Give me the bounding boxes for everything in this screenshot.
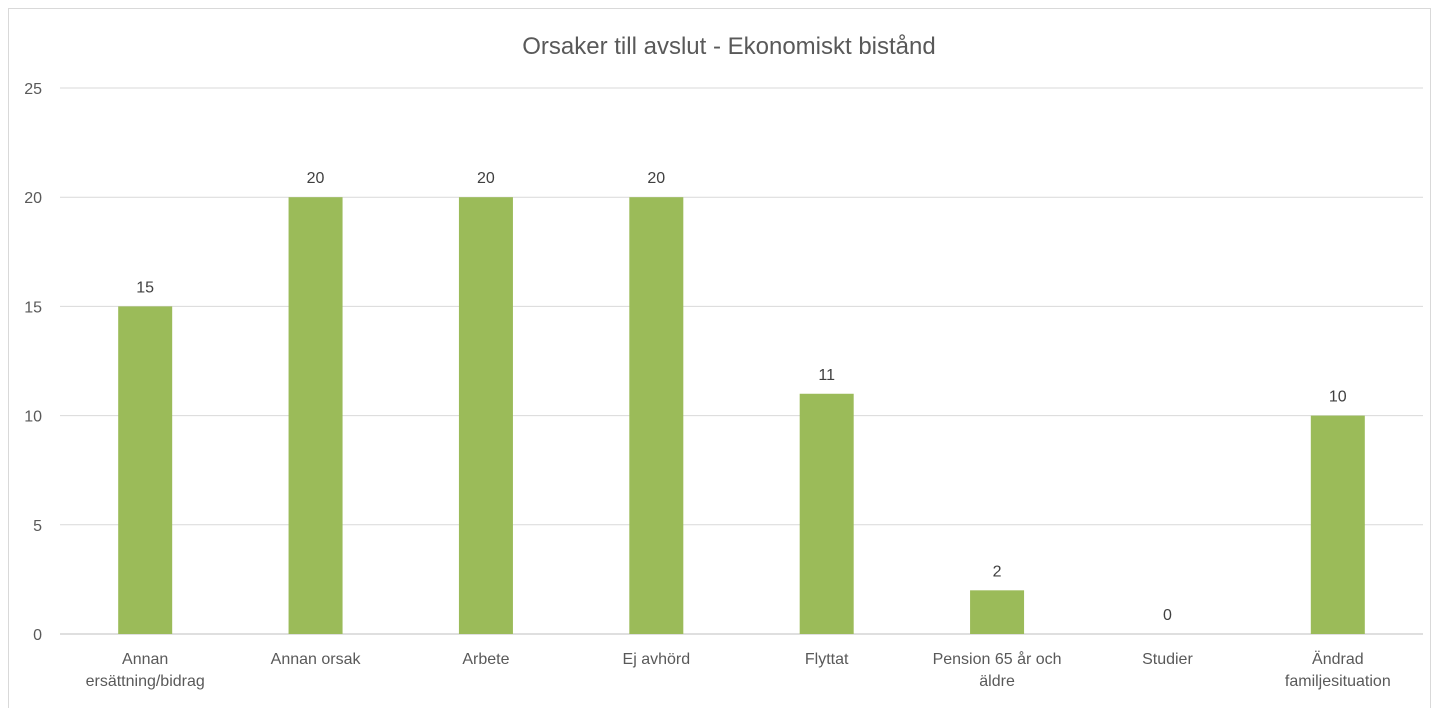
y-axis-ticks: 0 5 10 15 20 25 [24, 81, 42, 644]
bar [458, 197, 513, 634]
y-tick-label: 0 [33, 627, 42, 644]
data-label: 15 [136, 279, 154, 296]
y-tick-label: 10 [24, 409, 42, 426]
bar [799, 393, 854, 634]
bar [288, 197, 343, 634]
chart-frame [8, 8, 1431, 708]
category-label: Pension 65 år och äldre [933, 650, 1062, 690]
y-tick-label: 15 [24, 299, 42, 316]
bar [1310, 415, 1365, 634]
gridlines [60, 87, 1423, 635]
data-label: 10 [1329, 389, 1347, 406]
data-label: 11 [818, 367, 835, 384]
category-label: Studier [1142, 651, 1193, 668]
data-label: 20 [477, 170, 495, 187]
chart-title: Orsaker till avslut - Ekonomiskt bistånd [522, 33, 935, 60]
data-label: 20 [307, 170, 325, 187]
y-tick-label: 5 [33, 518, 42, 535]
data-label: 0 [1163, 607, 1172, 624]
category-label: Ändrad familjesituation [1285, 650, 1391, 690]
bars [118, 197, 1365, 634]
y-tick-label: 25 [24, 81, 42, 98]
category-label: Flyttat [805, 651, 849, 668]
bar [629, 197, 684, 634]
y-tick-label: 20 [24, 190, 42, 207]
data-label: 20 [647, 170, 665, 187]
data-label: 2 [993, 563, 1002, 580]
bar [970, 590, 1025, 634]
category-label: Annan orsak [271, 651, 362, 668]
category-label: Annan ersättning/bidrag [86, 651, 205, 690]
x-axis-categories: Annan ersättning/bidrag Annan orsak Arbete E… [86, 650, 1391, 690]
category-label: Ej avhörd [623, 651, 691, 668]
category-label: Arbete [462, 651, 509, 668]
bar [118, 306, 173, 634]
